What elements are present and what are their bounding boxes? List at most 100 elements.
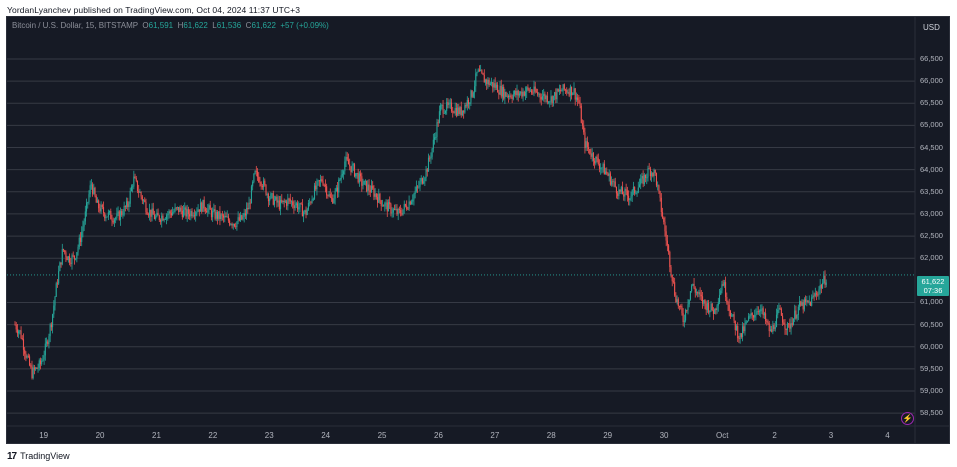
candle-body [352, 164, 354, 166]
candle-body [130, 186, 132, 191]
candle-body [657, 185, 659, 187]
candle-body [37, 367, 39, 369]
candle-body [618, 189, 620, 196]
candle-body [85, 202, 88, 212]
candle-body [819, 285, 821, 290]
candle-body [669, 251, 671, 268]
currency-label[interactable]: USD [923, 23, 940, 32]
candle-body [260, 182, 262, 186]
candle-body [144, 200, 146, 202]
candle-body [381, 205, 383, 207]
candle-body [531, 90, 533, 93]
candle-body [343, 171, 345, 175]
candle-body [574, 88, 576, 100]
candle-body [455, 108, 457, 116]
candle-body [241, 215, 243, 220]
candle-body [292, 201, 294, 206]
candle-body [608, 173, 610, 176]
candle-body [629, 198, 631, 201]
candle-body [186, 209, 188, 217]
high-label: H [177, 21, 184, 30]
candle-body [579, 102, 581, 106]
candle-body [509, 95, 511, 98]
candle-body [277, 200, 279, 203]
candle-body [557, 89, 559, 92]
candle-body [799, 301, 801, 307]
candle-body [482, 73, 484, 75]
candle-body [389, 202, 391, 205]
candle-body [238, 217, 240, 221]
candle-body [779, 308, 781, 309]
candle-body [680, 306, 682, 307]
candle-body [710, 303, 712, 311]
candle-body [547, 101, 550, 103]
candle-body [42, 359, 44, 361]
candle-body [90, 184, 92, 186]
candle-body [132, 186, 134, 188]
candle-body [674, 282, 676, 296]
candle-body [179, 207, 181, 213]
candle-body [697, 292, 699, 294]
candle-body [289, 198, 291, 202]
candle-body [675, 295, 677, 303]
candle-body [723, 282, 725, 286]
candle-body [263, 180, 265, 188]
candle-body [341, 174, 343, 176]
candle-body [237, 217, 239, 222]
candle-body [491, 82, 493, 84]
candle-body [738, 338, 740, 340]
candle-body [139, 192, 141, 193]
candle-body [410, 201, 413, 205]
candle-body [138, 190, 140, 193]
candle-body [603, 163, 605, 175]
candle-body [198, 209, 200, 212]
candle-body [515, 90, 517, 96]
candle-body [306, 209, 308, 215]
candle-body [192, 215, 194, 217]
candle-body [754, 315, 756, 318]
candle-body [506, 95, 508, 97]
candle-body [261, 185, 263, 188]
candle-body [96, 200, 99, 203]
candle-body [452, 111, 454, 113]
candle-body [665, 231, 667, 241]
candle-body [157, 212, 159, 216]
candle-body [272, 193, 274, 205]
candle-body [221, 214, 223, 216]
candle-body [611, 181, 613, 185]
candle-body [685, 310, 687, 321]
candle-body [414, 191, 416, 194]
candle-body [740, 333, 742, 337]
price-tick-label: 59,000 [920, 386, 943, 395]
candle-body [296, 203, 299, 210]
candle-body [800, 301, 802, 306]
time-tick-label: 4 [885, 431, 890, 440]
candle-body [361, 176, 363, 186]
candle-body [201, 202, 203, 212]
time-tick-label: 22 [208, 431, 218, 440]
candle-body [406, 205, 408, 210]
candle-body [82, 226, 84, 232]
candle-body [409, 201, 411, 205]
tradingview-logo-icon: 17 [7, 450, 17, 462]
candle-body [815, 293, 818, 295]
candle-body [249, 202, 251, 204]
candle-body [714, 308, 716, 314]
candle-body [524, 91, 527, 96]
candle-body [16, 329, 18, 334]
candle-body [555, 92, 557, 100]
candle-body [312, 198, 314, 200]
candle-body [377, 197, 379, 203]
candle-body [142, 200, 145, 202]
candle-body [408, 201, 410, 210]
candle-body [79, 237, 82, 242]
lightning-icon[interactable]: ⚡ [901, 412, 914, 425]
candle-body [305, 210, 307, 215]
candle-body [250, 186, 253, 204]
candle-body [765, 313, 767, 322]
candle-body [212, 211, 214, 218]
candle-body [403, 204, 405, 210]
chart-pane[interactable] [6, 16, 950, 444]
candle-body [392, 209, 394, 213]
